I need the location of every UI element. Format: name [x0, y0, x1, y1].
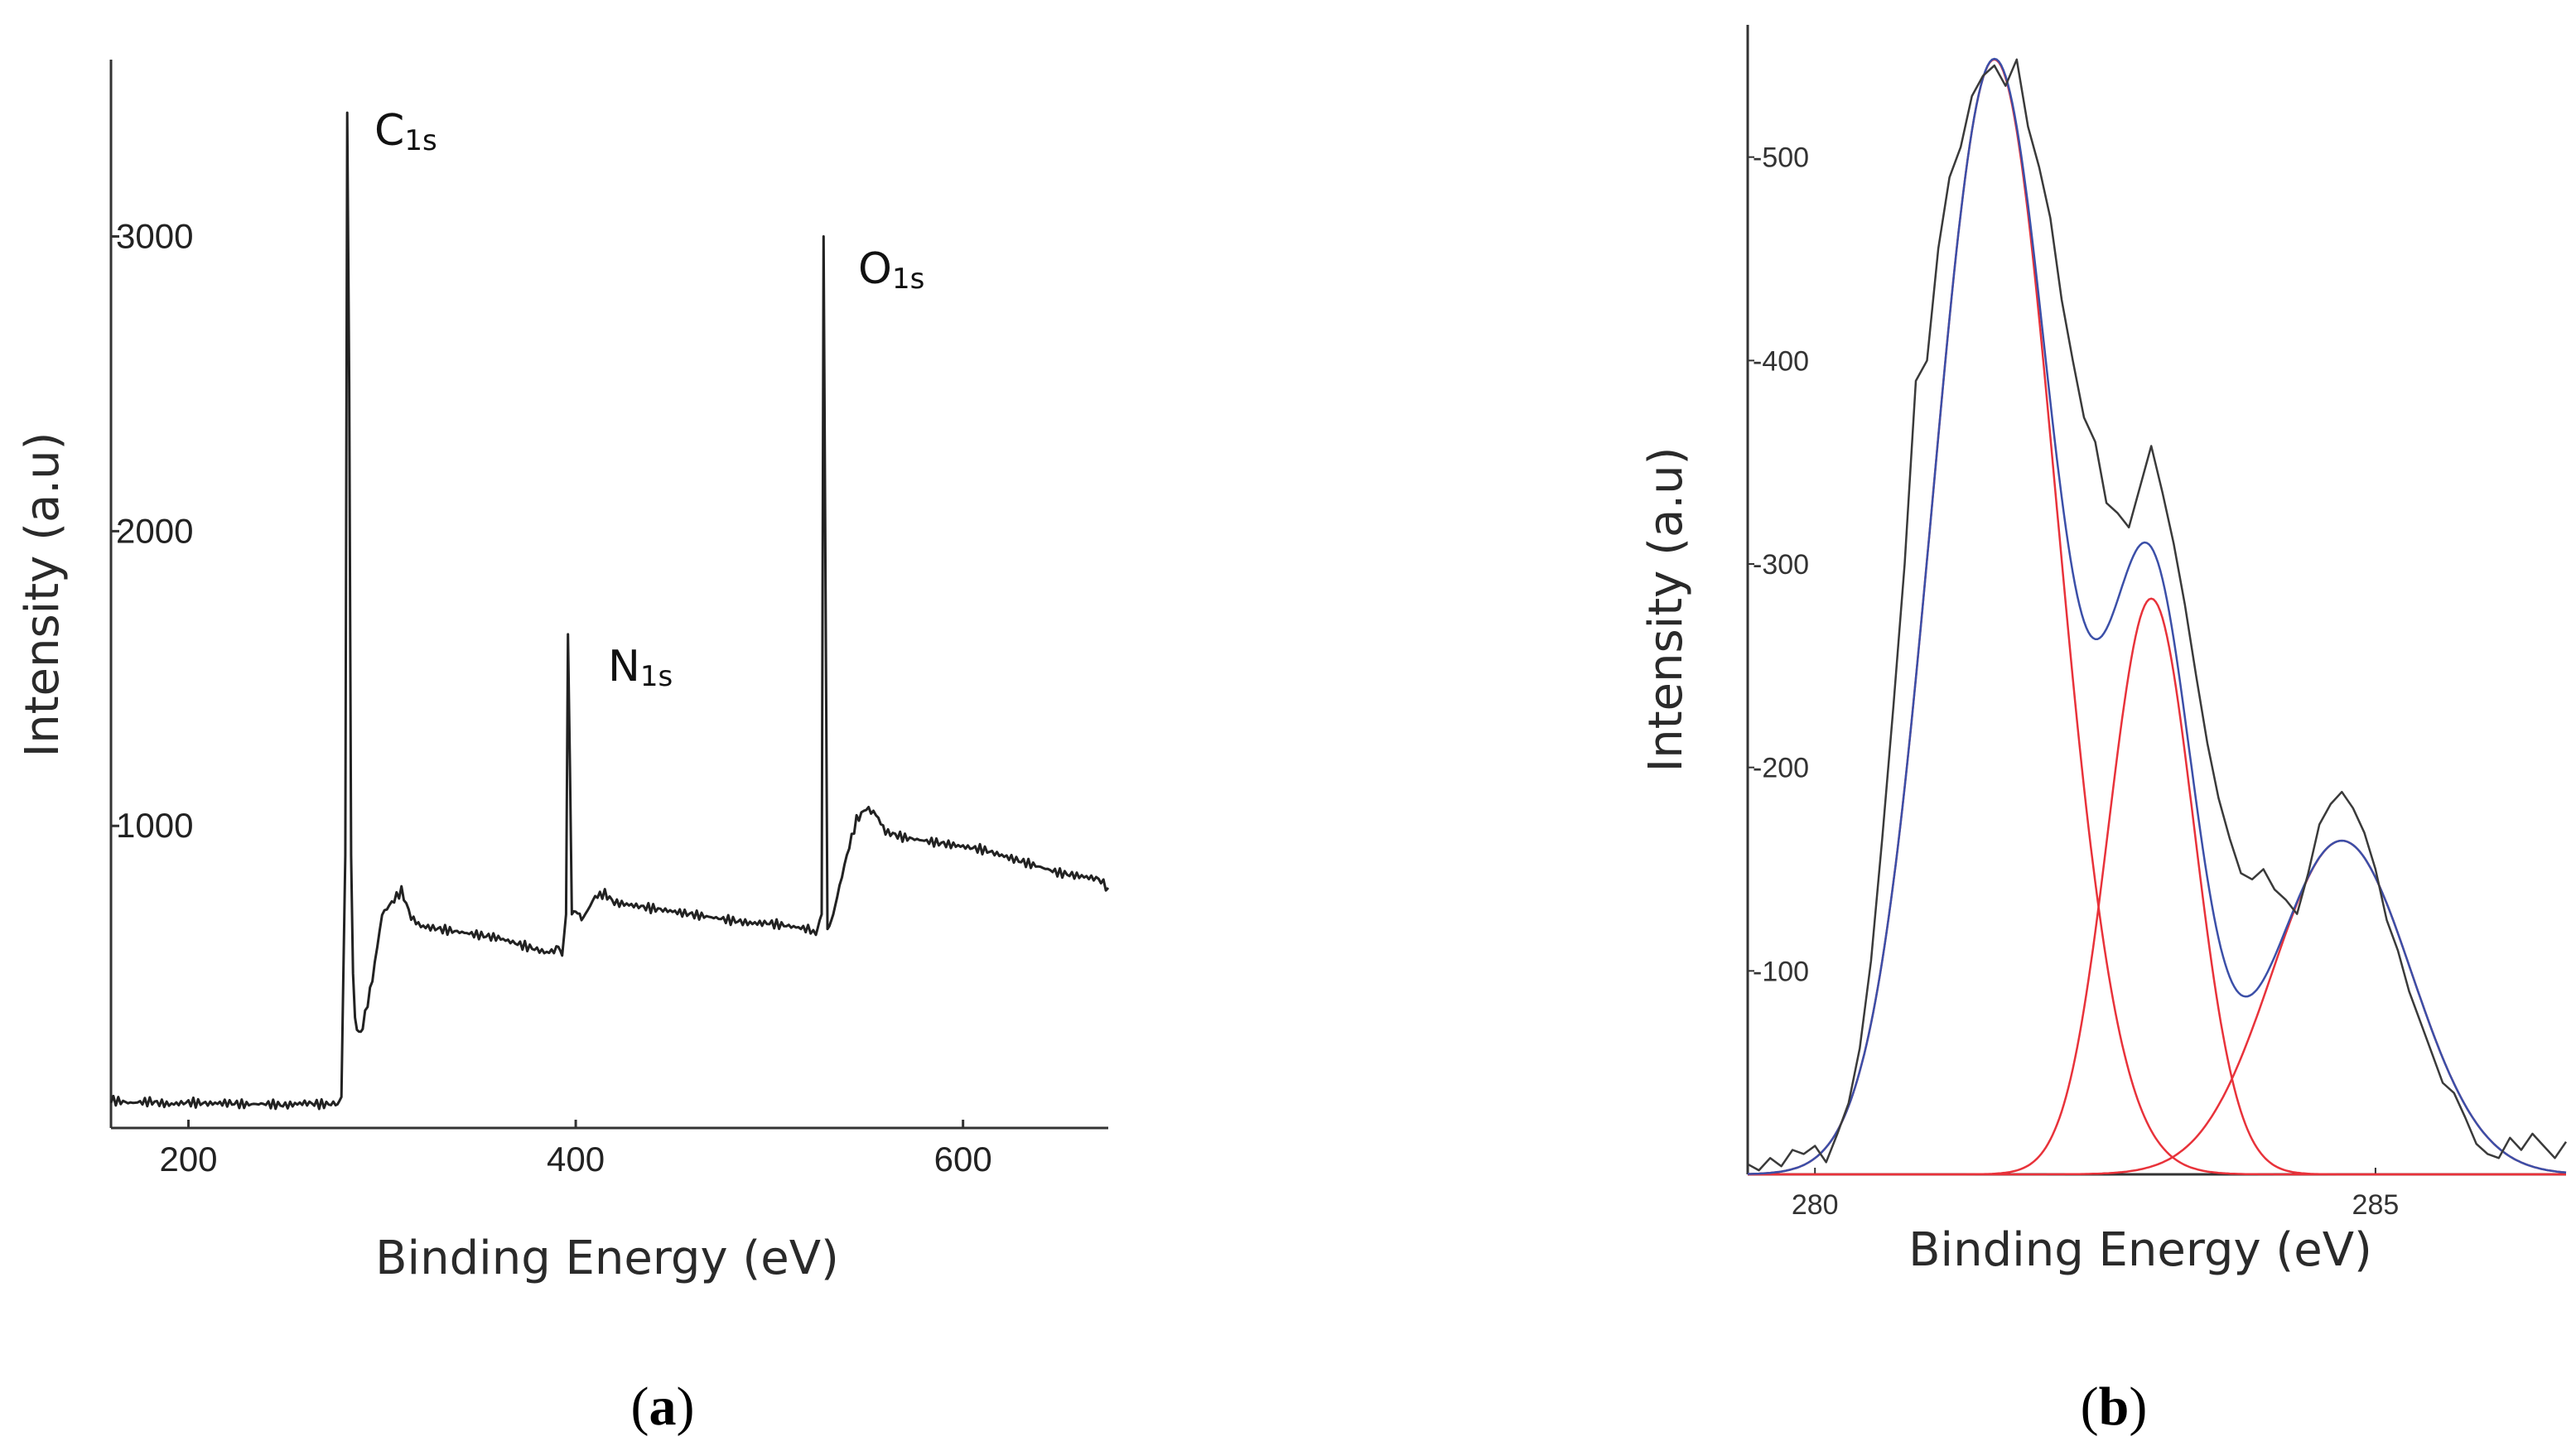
b-y-tick-label: -200	[1753, 753, 1809, 784]
a-y-tick-label: 1000	[116, 806, 193, 845]
a-y-tick-label: 2000	[116, 511, 193, 550]
b-fit-component-3	[1748, 839, 2567, 1176]
a-peak-label-c1s: C1s	[374, 106, 437, 157]
a-x-tick-label: 200	[159, 1140, 217, 1178]
b-measured-line	[1747, 58, 2568, 1172]
b-y-tick-label: -100	[1753, 956, 1809, 987]
a-x-tick-label: 400	[547, 1140, 605, 1178]
a-x-tick-label: 600	[934, 1140, 992, 1178]
a-x-axis-label: Binding Energy (eV)	[375, 1232, 839, 1285]
b-x-tick-label: 285	[2352, 1189, 2400, 1221]
b-y-axis-label: Intensity (a.u)	[1639, 447, 1693, 773]
b-y-tick-label: -400	[1753, 345, 1809, 377]
panel-b: -100 -200 -300 -400 -500 280 285 Intensity (a…	[1639, 25, 2568, 1437]
a-peak-label-o1s: O1s	[858, 244, 924, 296]
b-envelope-fit-line	[1748, 57, 2567, 1175]
b-fit-component-1	[1748, 58, 2566, 1176]
a-y-axis-label: Intensity (a.u)	[16, 432, 70, 758]
b-x-tick-label: 280	[1792, 1189, 1839, 1221]
b-fit-component-2	[1748, 597, 2566, 1176]
b-panel-label: (b)	[2081, 1376, 2148, 1437]
a-panel-label: (a)	[631, 1376, 695, 1437]
a-y-tick-label: 3000	[116, 217, 193, 256]
a-spectrum-line	[109, 111, 1110, 1111]
panel-a: 1000 2000 3000 200 400 600 C1s N1s O1s Inten…	[16, 60, 1110, 1437]
a-peak-label-n1s: N1s	[608, 642, 673, 693]
b-y-tick-label: -300	[1753, 549, 1809, 581]
b-y-tick-label: -500	[1753, 142, 1809, 174]
b-x-axis-label: Binding Energy (eV)	[1908, 1223, 2372, 1277]
